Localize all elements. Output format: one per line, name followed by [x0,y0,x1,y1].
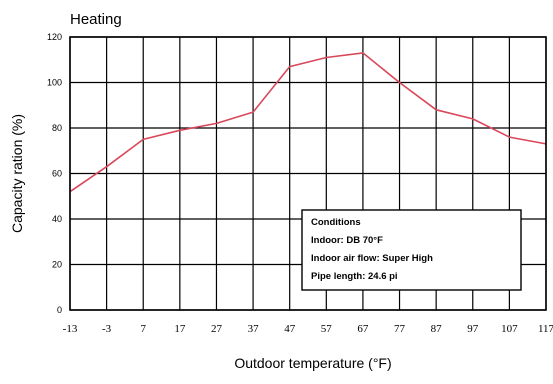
x-tick-label-1: -3 [102,323,112,335]
y-tick-label-5: 100 [47,78,62,88]
conditions-annotation: Conditions Indoor: DB 70°F Indoor air fl… [301,209,522,291]
y-tick-label-0: 0 [57,305,62,315]
conditions-line-pipe: Pipe length: 24.6 pi [311,271,398,282]
conditions-line-indoor: Indoor: DB 70°F [311,235,383,246]
series-line-0 [69,52,547,193]
series-layer [69,52,547,193]
x-tick-label-2: 7 [140,323,146,335]
y-tick-label-1: 20 [52,260,62,270]
x-tick-label-13: 117 [538,323,553,335]
y-tick-labels: 0 20 40 60 80 100 120 [47,32,62,315]
x-tick-label-5: 37 [248,323,260,335]
y-tick-label-2: 40 [52,214,62,224]
conditions-heading: Conditions [311,217,361,228]
conditions-line-airflow: Indoor air flow: Super High [311,253,433,264]
x-axis-label: Outdoor temperature (°F) [234,355,391,371]
x-tick-label-10: 87 [431,323,443,335]
x-tick-label-4: 27 [211,323,223,335]
plot-frame [69,36,547,311]
conditions-box-frame [301,209,522,291]
x-tick-label-0: -13 [63,323,78,335]
chart-title: Heating [70,11,122,28]
x-tick-label-6: 47 [284,323,296,335]
x-tick-label-11: 97 [467,323,479,335]
x-tick-label-3: 17 [174,323,186,335]
x-tick-label-12: 107 [501,323,518,335]
x-tick-label-8: 67 [357,323,369,335]
x-tick-label-9: 77 [394,323,406,335]
x-tick-label-7: 57 [321,323,333,335]
y-tick-label-4: 80 [52,123,62,133]
y-axis-label: Capacity ration (%) [9,114,25,233]
y-tick-label-3: 60 [52,169,62,179]
y-tick-label-6: 120 [47,32,62,42]
x-tick-labels: -13 -3 7 17 27 37 47 57 67 77 87 97 107 117 [63,323,553,335]
